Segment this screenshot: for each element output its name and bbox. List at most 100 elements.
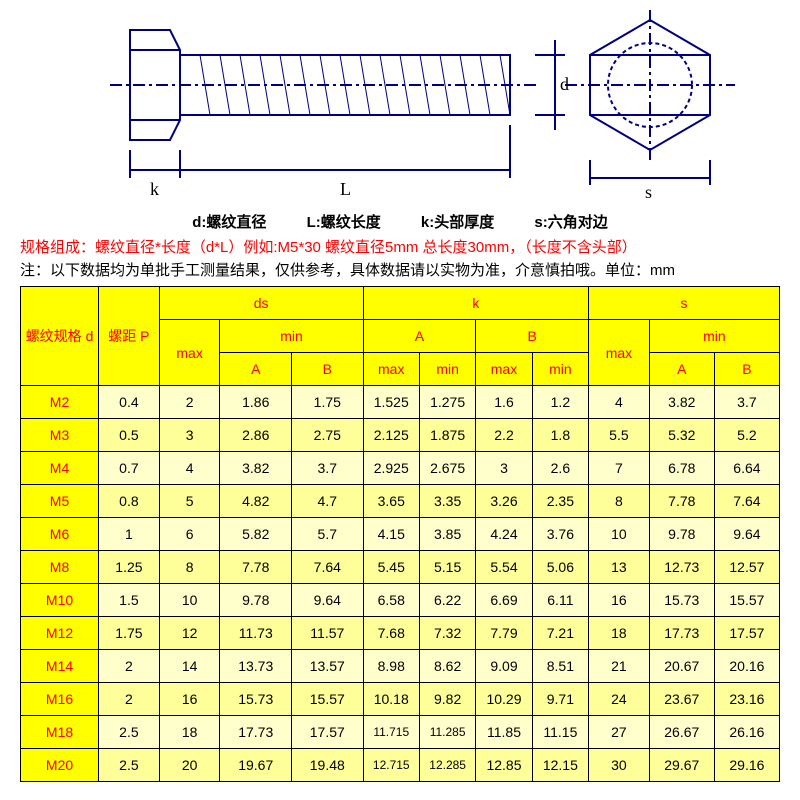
- table-cell: 5: [159, 485, 220, 518]
- table-cell: 2.5: [99, 749, 160, 782]
- table-cell: 1.6: [476, 386, 532, 419]
- table-cell: 7.68: [363, 617, 419, 650]
- table-cell: 12.85: [476, 749, 532, 782]
- table-cell: 23.67: [649, 683, 714, 716]
- table-cell: 8: [159, 551, 220, 584]
- table-cell: 29.16: [714, 749, 779, 782]
- table-cell: M6: [21, 518, 99, 551]
- table-cell: M10: [21, 584, 99, 617]
- table-cell: 4.15: [363, 518, 419, 551]
- th-k-A: A: [363, 320, 476, 353]
- table-cell: 13.57: [292, 650, 364, 683]
- table-cell: 2: [99, 650, 160, 683]
- table-cell: 26.67: [649, 716, 714, 749]
- table-cell: 19.48: [292, 749, 364, 782]
- table-cell: 5.06: [532, 551, 588, 584]
- table-cell: 11.15: [532, 716, 588, 749]
- table-cell: 10.18: [363, 683, 419, 716]
- table-cell: 4.7: [292, 485, 364, 518]
- table-cell: 2.86: [220, 419, 292, 452]
- table-cell: 3.76: [532, 518, 588, 551]
- table-cell: 18: [159, 716, 220, 749]
- table-row: M20.421.861.751.5251.2751.61.243.823.7: [21, 386, 780, 419]
- th-ds-min-A: A: [220, 353, 292, 386]
- table-cell: 3.85: [419, 518, 475, 551]
- table-cell: M2: [21, 386, 99, 419]
- table-cell: 0.5: [99, 419, 160, 452]
- th-ds-max: max: [159, 320, 220, 386]
- table-cell: 10.29: [476, 683, 532, 716]
- table-cell: 3.35: [419, 485, 475, 518]
- table-row: M6165.825.74.153.854.243.76109.789.64: [21, 518, 780, 551]
- table-cell: 4.82: [220, 485, 292, 518]
- th-s-min: min: [649, 320, 779, 353]
- table-row: M50.854.824.73.653.353.262.3587.787.64: [21, 485, 780, 518]
- dim-L-label: L: [340, 179, 351, 199]
- table-cell: 17.57: [292, 716, 364, 749]
- table-cell: 14: [159, 650, 220, 683]
- table-cell: 1.275: [419, 386, 475, 419]
- table-cell: 2.925: [363, 452, 419, 485]
- table-cell: 1: [99, 518, 160, 551]
- table-cell: 1.86: [220, 386, 292, 419]
- table-cell: 16: [589, 584, 650, 617]
- table-row: M182.51817.7317.5711.71511.28511.8511.15…: [21, 716, 780, 749]
- bolt-diagram: k L d s: [0, 0, 800, 200]
- table-cell: 13: [589, 551, 650, 584]
- table-cell: 10: [589, 518, 650, 551]
- table-cell: 5.82: [220, 518, 292, 551]
- table-cell: 2.5: [99, 716, 160, 749]
- th-s-min-B: B: [714, 353, 779, 386]
- legend-line: d:螺纹直径 L:螺纹长度 k:头部厚度 s:六角对边: [0, 211, 800, 232]
- table-cell: 0.8: [99, 485, 160, 518]
- table-cell: 12.715: [363, 749, 419, 782]
- table-cell: 2.675: [419, 452, 475, 485]
- table-cell: 7.64: [714, 485, 779, 518]
- dim-d-label: d: [560, 74, 569, 94]
- table-cell: 11.85: [476, 716, 532, 749]
- th-s-max: max: [589, 320, 650, 386]
- legend-L: L:螺纹长度: [307, 211, 381, 232]
- table-row: M1621615.7315.5710.189.8210.299.712423.6…: [21, 683, 780, 716]
- table-row: M1421413.7313.578.988.629.098.512120.672…: [21, 650, 780, 683]
- table-cell: 12.15: [532, 749, 588, 782]
- table-cell: 20: [159, 749, 220, 782]
- table-cell: 7.78: [649, 485, 714, 518]
- spec-line: 规格组成：螺纹直径*长度（d*L）例如:M5*30 螺纹直径5mm 总长度30m…: [20, 236, 780, 257]
- table-cell: 3.82: [649, 386, 714, 419]
- table-cell: 3.82: [220, 452, 292, 485]
- table-cell: 6.11: [532, 584, 588, 617]
- table-cell: 6.58: [363, 584, 419, 617]
- table-cell: 11.715: [363, 716, 419, 749]
- table-cell: 9.64: [292, 584, 364, 617]
- table-cell: M14: [21, 650, 99, 683]
- table-cell: 6: [159, 518, 220, 551]
- table-row: M30.532.862.752.1251.8752.21.85.55.325.2: [21, 419, 780, 452]
- table-cell: 15.73: [649, 584, 714, 617]
- table-cell: 2.35: [532, 485, 588, 518]
- table-cell: M3: [21, 419, 99, 452]
- table-cell: M5: [21, 485, 99, 518]
- table-cell: 2.6: [532, 452, 588, 485]
- table-cell: 2.125: [363, 419, 419, 452]
- table-cell: 20.67: [649, 650, 714, 683]
- table-cell: 11.285: [419, 716, 475, 749]
- table-cell: 17.73: [220, 716, 292, 749]
- table-cell: 3: [159, 419, 220, 452]
- table-cell: 6.78: [649, 452, 714, 485]
- table-cell: 3.65: [363, 485, 419, 518]
- table-cell: 30: [589, 749, 650, 782]
- table-cell: 24: [589, 683, 650, 716]
- table-row: M81.2587.787.645.455.155.545.061312.7312…: [21, 551, 780, 584]
- table-cell: 5.45: [363, 551, 419, 584]
- table-cell: 1.5: [99, 584, 160, 617]
- table-cell: M12: [21, 617, 99, 650]
- table-cell: 3.26: [476, 485, 532, 518]
- table-cell: M18: [21, 716, 99, 749]
- table-cell: 20.16: [714, 650, 779, 683]
- table-cell: 1.525: [363, 386, 419, 419]
- table-cell: 9.09: [476, 650, 532, 683]
- table-cell: 15.57: [714, 584, 779, 617]
- table-cell: 2: [99, 683, 160, 716]
- th-s: s: [589, 287, 780, 320]
